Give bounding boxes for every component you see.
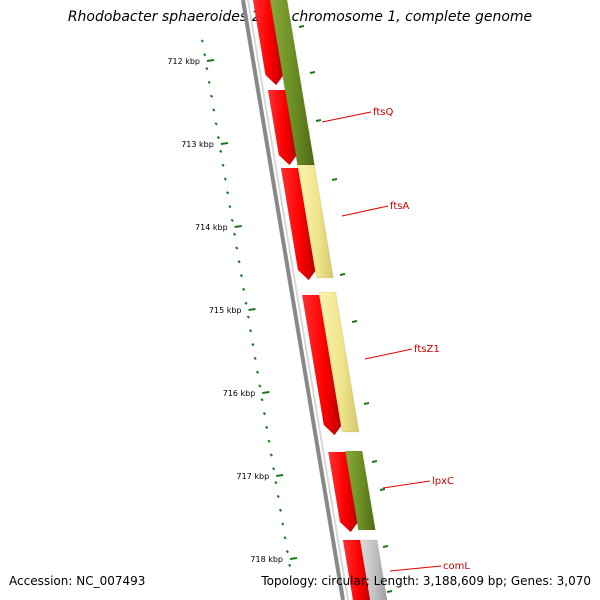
tick-label-715-kbp: 715 kbp [209, 306, 242, 315]
cds-arrow[interactable] [280, 167, 317, 281]
gene-label-comL[interactable]: comL [443, 561, 470, 572]
minor-tick [276, 494, 280, 499]
backbone-line [241, 0, 345, 600]
cds-arrow[interactable] [267, 89, 298, 166]
tick-label-712-kbp: 712 kbp [167, 57, 200, 66]
minor-tick [265, 425, 269, 430]
cds-arrow[interactable] [327, 451, 359, 533]
tick-label-713-kbp: 713 kbp [181, 140, 214, 149]
minor-tick [228, 204, 232, 209]
major-tick [289, 557, 298, 560]
gene-label-leader [364, 348, 413, 360]
minor-tick [249, 329, 253, 333]
major-tick [234, 225, 242, 228]
gene-label-ftsQ[interactable]: ftsQ [373, 107, 393, 118]
minor-tick [209, 94, 214, 98]
gene-label-lpxC[interactable]: lpxC [432, 476, 454, 487]
minor-tick [212, 108, 216, 112]
minor-tick [339, 273, 346, 276]
minor-tick [221, 163, 225, 167]
tick-label-716-kbp: 716 kbp [223, 389, 256, 398]
minor-tick [269, 453, 273, 457]
minor-tick [237, 260, 241, 264]
minor-tick [283, 536, 287, 540]
gene-label-ftsZ1[interactable]: ftsZ1 [414, 344, 440, 355]
cds-arrow[interactable] [342, 539, 372, 600]
gene-band-ftsZ1[interactable] [318, 291, 360, 433]
genome-summary-text: Topology: circular; Length: 3,188,609 bp… [261, 574, 591, 588]
gene-label-leader [321, 111, 372, 123]
minor-tick [331, 178, 338, 181]
minor-tick [223, 177, 227, 181]
minor-tick [260, 398, 264, 402]
cds-arrow[interactable] [252, 0, 284, 86]
minor-tick [214, 122, 218, 126]
tick-label-717-kbp: 717 kbp [237, 472, 270, 481]
minor-tick [239, 273, 243, 278]
tick-label-714-kbp: 714 kbp [195, 223, 228, 232]
minor-tick [205, 66, 209, 71]
minor-tick [267, 439, 271, 443]
minor-tick [278, 508, 283, 512]
cds-arrow[interactable] [301, 294, 343, 436]
minor-tick [298, 25, 305, 28]
major-tick [220, 142, 228, 145]
minor-tick [371, 460, 378, 463]
major-tick [206, 59, 215, 62]
minor-tick [386, 590, 393, 593]
minor-tick [258, 384, 262, 388]
minor-tick [216, 135, 220, 140]
map-title: Rhodobacter sphaeroides 2.4.1 chromosome… [67, 9, 533, 25]
accession-text: Accession: NC_007493 [9, 574, 146, 588]
minor-tick [255, 370, 260, 374]
minor-tick [251, 342, 255, 347]
minor-tick [288, 563, 292, 568]
gene-label-leader [389, 565, 442, 572]
minor-tick [253, 356, 257, 361]
minor-tick [272, 467, 276, 471]
minor-tick [207, 80, 211, 85]
gene-band-comL[interactable] [359, 539, 388, 600]
minor-tick [242, 287, 246, 292]
gene-band-ftsA[interactable] [297, 164, 334, 279]
minor-tick [244, 301, 248, 305]
minor-tick [363, 402, 370, 405]
backbone-highlight [247, 0, 349, 600]
minor-tick [246, 315, 250, 319]
gene-label-leader [341, 205, 389, 217]
gene-label-ftsA[interactable]: ftsA [390, 201, 409, 212]
major-tick [262, 391, 270, 394]
minor-tick [230, 218, 234, 223]
minor-tick [203, 53, 207, 57]
minor-tick [200, 39, 204, 43]
minor-tick [379, 488, 386, 491]
minor-tick [235, 246, 239, 250]
minor-tick [315, 119, 322, 122]
major-tick [248, 308, 256, 311]
minor-tick [219, 149, 223, 154]
minor-tick [351, 320, 358, 323]
tick-label-718-kbp: 718 kbp [250, 555, 283, 564]
minor-tick [232, 232, 237, 236]
minor-tick [262, 411, 266, 416]
minor-tick [274, 480, 278, 485]
major-tick [276, 474, 284, 477]
minor-tick [226, 191, 230, 195]
gene-label-leader [382, 480, 431, 489]
minor-tick [309, 71, 316, 74]
minor-tick [285, 549, 289, 554]
minor-tick [281, 522, 285, 526]
gene-band-lpxC[interactable] [344, 450, 376, 531]
minor-tick [382, 545, 389, 548]
